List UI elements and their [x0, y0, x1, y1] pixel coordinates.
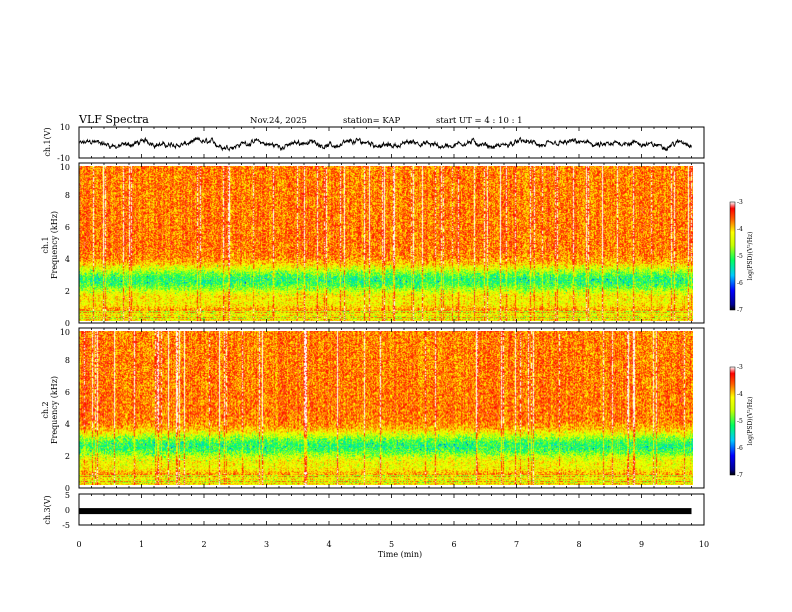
- ch2-ytick-8: 8: [65, 356, 70, 365]
- ch2-ytick-2: 2: [65, 452, 70, 461]
- ch2-spectrogram-channel-label: ch.2: [41, 401, 50, 418]
- ch2-ytick-4: 4: [65, 420, 70, 429]
- ch1-trace-line: [78, 136, 692, 152]
- ch3-ytick-m5: -5: [62, 521, 70, 530]
- ch2-ytick-6: 6: [65, 388, 70, 397]
- ch1-ytick-0: 0: [65, 319, 70, 328]
- ch1-waveform-panel: 10 -10 ch.1(V): [43, 123, 705, 163]
- ch1-ytick-top: 10: [60, 123, 70, 132]
- start-time-label: start UT = 4 : 10 : 1: [436, 116, 523, 126]
- x-tick-label: 4: [326, 540, 331, 549]
- figure-title: VLF Spectra: [78, 113, 149, 126]
- ch2-spectrogram-panel: 0 2 4 6 8 10 ch.2 Frequency (kHz) -3 -4 …: [41, 327, 754, 493]
- ch1-ytick-2: 2: [65, 287, 70, 296]
- ch1-frequency-label: Frequency (kHz): [50, 211, 59, 279]
- ch2-spectrogram-image: [79, 331, 693, 485]
- x-axis-tick-labels: 0 1 2 3 4 5 6 7 8 9 10: [76, 540, 709, 549]
- ch1-colorbar-tick-m4: -4: [737, 226, 743, 233]
- ch1-colorbar-tick-m6: -6: [737, 280, 743, 287]
- ch2-colorbar-tick-m7: -7: [737, 472, 743, 479]
- ch1-ylabel: ch.1(V): [43, 127, 52, 156]
- ch2-colorbar-tick-m5: -5: [737, 418, 743, 425]
- ch1-ytick-bottom: -10: [57, 154, 70, 163]
- x-tick-label: 9: [639, 540, 644, 549]
- ch1-ytick-4: 4: [65, 255, 70, 264]
- x-tick-label: 8: [576, 540, 581, 549]
- ch3-frame: [78, 493, 705, 526]
- ch2-spectrogram-frame: [78, 327, 705, 489]
- ch1-spectrogram-image: [79, 166, 693, 321]
- x-tick-label: 1: [139, 540, 144, 549]
- ch3-panel: 5 0 -5 ch.3(V): [43, 491, 705, 530]
- ch1-spectrogram-frame: [78, 162, 705, 324]
- ch1-frame: [78, 126, 705, 159]
- ch3-ylabel: ch.3(V): [43, 495, 52, 524]
- ch2-frequency-label: Frequency (kHz): [50, 376, 59, 444]
- date-label: Nov.24, 2025: [250, 116, 307, 126]
- ch2-ytick-0: 0: [65, 484, 70, 493]
- x-tick-label: 10: [699, 540, 709, 549]
- ch1-spectrogram-panel: 0 2 4 6 8 10 ch.1 Frequency (kHz) -3 -4 …: [41, 162, 754, 328]
- ch3-ytick-0: 0: [65, 506, 70, 515]
- ch1-colorbar: [729, 201, 736, 311]
- x-tick-label: 6: [451, 540, 456, 549]
- ch1-colorbar-tick-m7: -7: [737, 307, 743, 314]
- ch2-colorbar-tick-m4: -4: [737, 391, 743, 398]
- ch2-ytick-10: 10: [60, 328, 70, 337]
- ch3-ytick-5: 5: [65, 491, 70, 500]
- ch3-level-bar: [79, 508, 692, 515]
- x-tick-label: 7: [514, 540, 519, 549]
- station-label: station= KAP: [343, 116, 401, 126]
- x-axis-label: Time (min): [378, 550, 422, 559]
- ch2-colorbar-tick-m3: -3: [737, 364, 743, 371]
- ch1-colorbar-tick-m3: -3: [737, 199, 743, 206]
- x-tick-label: 3: [264, 540, 269, 549]
- ch1-colorbar-tick-m5: -5: [737, 253, 743, 260]
- ch1-ticks: [78, 127, 705, 158]
- x-tick-label: 2: [201, 540, 206, 549]
- ch1-ytick-6: 6: [65, 223, 70, 232]
- ch2-colorbar: [729, 366, 736, 476]
- ch2-colorbar-label: log(PSD)(V²/Hz): [747, 397, 754, 446]
- x-tick-label: 0: [76, 540, 81, 549]
- x-tick-label: 5: [389, 540, 394, 549]
- ch1-spectrogram-channel-label: ch.1: [41, 236, 50, 253]
- ch1-ytick-8: 8: [65, 191, 70, 200]
- ch1-ytick-10: 10: [60, 163, 70, 172]
- ch1-colorbar-label: log(PSD)(V²/Hz): [747, 232, 754, 281]
- ch2-colorbar-tick-m6: -6: [737, 445, 743, 452]
